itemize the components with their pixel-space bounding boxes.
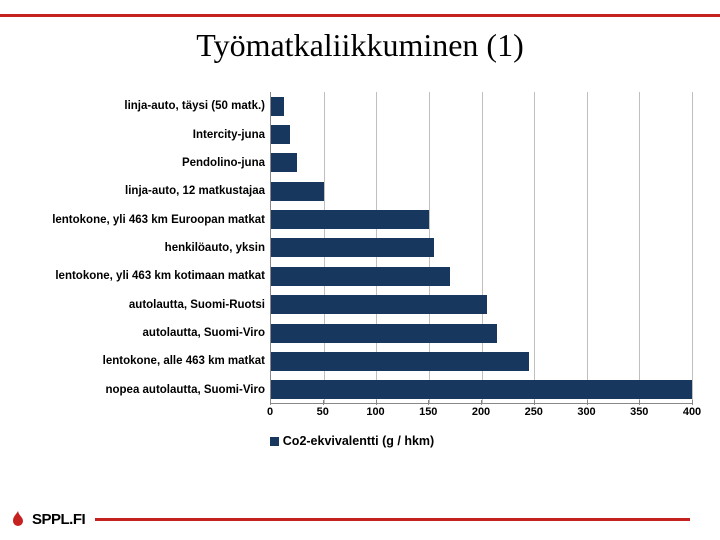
bar-label: autolautta, Suomi-Ruotsi xyxy=(129,299,271,311)
chart-area: linja-auto, täysi (50 matk.)Intercity-ju… xyxy=(12,92,692,432)
bar-row: autolautta, Suomi-Ruotsi xyxy=(271,291,692,319)
x-tick-label: 50 xyxy=(317,406,329,418)
bar-label: lentokone, yli 463 km Euroopan matkat xyxy=(52,214,271,226)
x-tick-label: 200 xyxy=(472,406,490,418)
bar-label: Intercity-juna xyxy=(193,129,271,141)
bar xyxy=(271,267,450,286)
top-rule xyxy=(0,14,720,17)
bar xyxy=(271,125,290,144)
bar xyxy=(271,210,429,229)
x-tick-mark xyxy=(481,400,482,405)
x-tick-mark xyxy=(376,400,377,405)
x-tick-mark xyxy=(639,400,640,405)
bar-row: lentokone, yli 463 km Euroopan matkat xyxy=(271,205,692,233)
brand: SPPL.FI xyxy=(10,511,85,528)
x-tick-label: 250 xyxy=(525,406,543,418)
bottom-rule xyxy=(95,518,690,521)
legend-text: Co2-ekvivalentti (g / hkm) xyxy=(283,434,434,448)
bar-row: Pendolino-juna xyxy=(271,149,692,177)
bar-label: lentokone, alle 463 km matkat xyxy=(103,355,271,367)
bar-label: Pendolino-juna xyxy=(182,157,271,169)
chart-container: linja-auto, täysi (50 matk.)Intercity-ju… xyxy=(0,92,720,490)
x-tick-label: 0 xyxy=(267,406,273,418)
plot-region: linja-auto, täysi (50 matk.)Intercity-ju… xyxy=(270,92,692,404)
bar xyxy=(271,182,324,201)
bar xyxy=(271,324,497,343)
x-tick-label: 150 xyxy=(419,406,437,418)
bar-row: lentokone, alle 463 km matkat xyxy=(271,347,692,375)
x-tick-label: 350 xyxy=(630,406,648,418)
x-tick-mark xyxy=(428,400,429,405)
bar-row: henkilöauto, yksin xyxy=(271,234,692,262)
bar xyxy=(271,295,487,314)
bar xyxy=(271,380,692,399)
bar xyxy=(271,153,297,172)
slide-page: Työmatkaliikkuminen (1) linja-auto, täys… xyxy=(0,0,720,540)
x-tick-mark xyxy=(534,400,535,405)
bar xyxy=(271,97,284,116)
bar-label: henkilöauto, yksin xyxy=(165,242,271,254)
bar-row: linja-auto, täysi (50 matk.) xyxy=(271,92,692,120)
x-tick-mark xyxy=(692,400,693,405)
brand-flame-icon xyxy=(10,511,26,527)
x-tick-mark xyxy=(270,400,271,405)
bar-row: autolautta, Suomi-Viro xyxy=(271,319,692,347)
legend-swatch xyxy=(270,437,279,446)
bar xyxy=(271,352,529,371)
page-title: Työmatkaliikkuminen (1) xyxy=(0,27,720,64)
x-axis: 050100150200250300350400 xyxy=(270,404,692,432)
brand-text: SPPL.FI xyxy=(32,511,85,528)
bar-row: Intercity-juna xyxy=(271,120,692,148)
bar-row: linja-auto, 12 matkustajaa xyxy=(271,177,692,205)
bar-label: autolautta, Suomi-Viro xyxy=(143,327,271,339)
x-tick-label: 400 xyxy=(683,406,701,418)
x-tick-label: 300 xyxy=(577,406,595,418)
x-tick-label: 100 xyxy=(366,406,384,418)
bar-row: lentokone, yli 463 km kotimaan matkat xyxy=(271,262,692,290)
bar-label: linja-auto, 12 matkustajaa xyxy=(125,185,271,197)
grid-line xyxy=(692,92,693,403)
bar-label: nopea autolautta, Suomi-Viro xyxy=(105,384,271,396)
bar-label: linja-auto, täysi (50 matk.) xyxy=(124,100,271,112)
legend: Co2-ekvivalentti (g / hkm) xyxy=(12,434,692,448)
bar xyxy=(271,238,434,257)
footer: SPPL.FI xyxy=(0,498,720,540)
x-tick-mark xyxy=(587,400,588,405)
bar-label: lentokone, yli 463 km kotimaan matkat xyxy=(55,270,271,282)
x-tick-mark xyxy=(323,400,324,405)
